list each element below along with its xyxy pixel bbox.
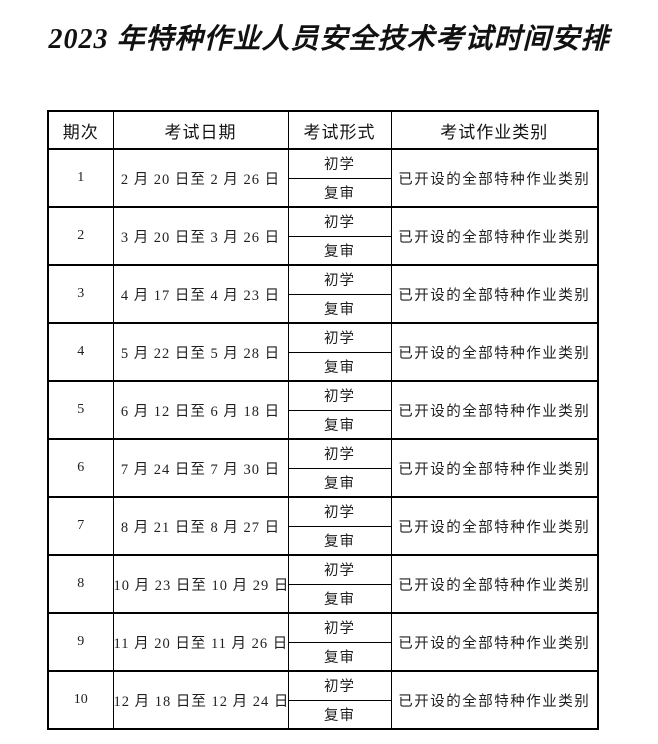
period-cell: 4 (47, 322, 114, 382)
period-cell: 10 (47, 670, 114, 730)
exam-form-review-cell: 复审 (287, 351, 392, 382)
exam-category-cell: 已开设的全部特种作业类别 (390, 148, 599, 208)
exam-category-cell: 已开设的全部特种作业类别 (390, 554, 599, 614)
exam-form-new-cell: 初学 (287, 554, 392, 585)
period-cell: 3 (47, 264, 114, 324)
exam-table-body: 1 2 月 20 日至 2 月 26 日 初学 已开设的全部特种作业类别 复审 … (47, 148, 599, 730)
exam-form-review-cell: 复审 (287, 177, 392, 208)
table-row: 复审 (48, 177, 598, 208)
table-row: 复审 (48, 351, 598, 382)
header-exam-form: 考试形式 (287, 110, 392, 150)
period-cell: 8 (47, 554, 114, 614)
period-cell: 2 (47, 206, 114, 266)
exam-schedule-table: 期次 考试日期 考试形式 考试作业类别 1 2 月 20 日至 2 月 26 日… (47, 110, 599, 730)
table-row: 2 3 月 20 日至 3 月 26 日 初学 已开设的全部特种作业类别 (47, 206, 599, 266)
exam-date-cell: 7 月 24 日至 7 月 30 日 (112, 438, 289, 498)
exam-date-cell: 6 月 12 日至 6 月 18 日 (112, 380, 289, 440)
exam-form-review-cell: 复审 (287, 235, 392, 266)
exam-form-new-cell: 初学 (287, 322, 392, 353)
exam-form-new-cell: 初学 (287, 438, 392, 469)
table-row: 复审 (48, 699, 598, 730)
exam-date-cell: 3 月 20 日至 3 月 26 日 (112, 206, 289, 266)
period-cell: 6 (47, 438, 114, 498)
exam-category-cell: 已开设的全部特种作业类别 (390, 206, 599, 266)
exam-form-new-cell: 初学 (287, 380, 392, 411)
table-row: 3 4 月 17 日至 4 月 23 日 初学 已开设的全部特种作业类别 (47, 264, 599, 324)
period-cell: 1 (47, 148, 114, 208)
exam-category-cell: 已开设的全部特种作业类别 (390, 322, 599, 382)
exam-form-new-cell: 初学 (287, 496, 392, 527)
exam-category-cell: 已开设的全部特种作业类别 (390, 438, 599, 498)
table-row: 8 10 月 23 日至 10 月 29 日 初学 已开设的全部特种作业类别 (47, 554, 599, 614)
table-row: 10 12 月 18 日至 12 月 24 日 初学 已开设的全部特种作业类别 (47, 670, 599, 730)
table-row: 4 5 月 22 日至 5 月 28 日 初学 已开设的全部特种作业类别 (47, 322, 599, 382)
exam-date-cell: 11 月 20 日至 11 月 26 日 (112, 612, 289, 672)
exam-category-cell: 已开设的全部特种作业类别 (390, 380, 599, 440)
period-cell: 7 (47, 496, 114, 556)
table-row: 9 11 月 20 日至 11 月 26 日 初学 已开设的全部特种作业类别 (47, 612, 599, 672)
table-row: 复审 (48, 467, 598, 498)
exam-category-cell: 已开设的全部特种作业类别 (390, 612, 599, 672)
table-row: 5 6 月 12 日至 6 月 18 日 初学 已开设的全部特种作业类别 (47, 380, 599, 440)
exam-form-review-cell: 复审 (287, 525, 392, 556)
period-cell: 9 (47, 612, 114, 672)
exam-form-review-cell: 复审 (287, 699, 392, 730)
exam-form-new-cell: 初学 (287, 264, 392, 295)
table-row: 1 2 月 20 日至 2 月 26 日 初学 已开设的全部特种作业类别 (47, 148, 599, 208)
exam-date-cell: 12 月 18 日至 12 月 24 日 (112, 670, 289, 730)
exam-category-cell: 已开设的全部特种作业类别 (390, 264, 599, 324)
exam-form-review-cell: 复审 (287, 641, 392, 672)
exam-date-cell: 4 月 17 日至 4 月 23 日 (112, 264, 289, 324)
exam-form-review-cell: 复审 (287, 409, 392, 440)
exam-date-cell: 10 月 23 日至 10 月 29 日 (112, 554, 289, 614)
exam-date-cell: 8 月 21 日至 8 月 27 日 (112, 496, 289, 556)
exam-date-cell: 2 月 20 日至 2 月 26 日 (112, 148, 289, 208)
exam-date-cell: 5 月 22 日至 5 月 28 日 (112, 322, 289, 382)
table-row: 复审 (48, 641, 598, 672)
exam-form-new-cell: 初学 (287, 206, 392, 237)
table-row: 复审 (48, 235, 598, 266)
exam-form-new-cell: 初学 (287, 670, 392, 701)
period-cell: 5 (47, 380, 114, 440)
table-row: 复审 (48, 409, 598, 440)
exam-category-cell: 已开设的全部特种作业类别 (390, 496, 599, 556)
table-row: 6 7 月 24 日至 7 月 30 日 初学 已开设的全部特种作业类别 (47, 438, 599, 498)
table-row: 复审 (48, 583, 598, 614)
page-title: 2023 年特种作业人员安全技术考试时间安排 (48, 24, 610, 55)
header-period: 期次 (47, 110, 114, 150)
exam-form-review-cell: 复审 (287, 467, 392, 498)
exam-form-review-cell: 复审 (287, 583, 392, 614)
table-row: 7 8 月 21 日至 8 月 27 日 初学 已开设的全部特种作业类别 (47, 496, 599, 556)
exam-category-cell: 已开设的全部特种作业类别 (390, 670, 599, 730)
table-header-row: 期次 考试日期 考试形式 考试作业类别 (47, 110, 599, 150)
exam-form-new-cell: 初学 (287, 612, 392, 643)
header-exam-date: 考试日期 (112, 110, 289, 150)
exam-form-new-cell: 初学 (287, 148, 392, 179)
table-row: 复审 (48, 525, 598, 556)
exam-form-review-cell: 复审 (287, 293, 392, 324)
header-exam-category: 考试作业类别 (390, 110, 599, 150)
